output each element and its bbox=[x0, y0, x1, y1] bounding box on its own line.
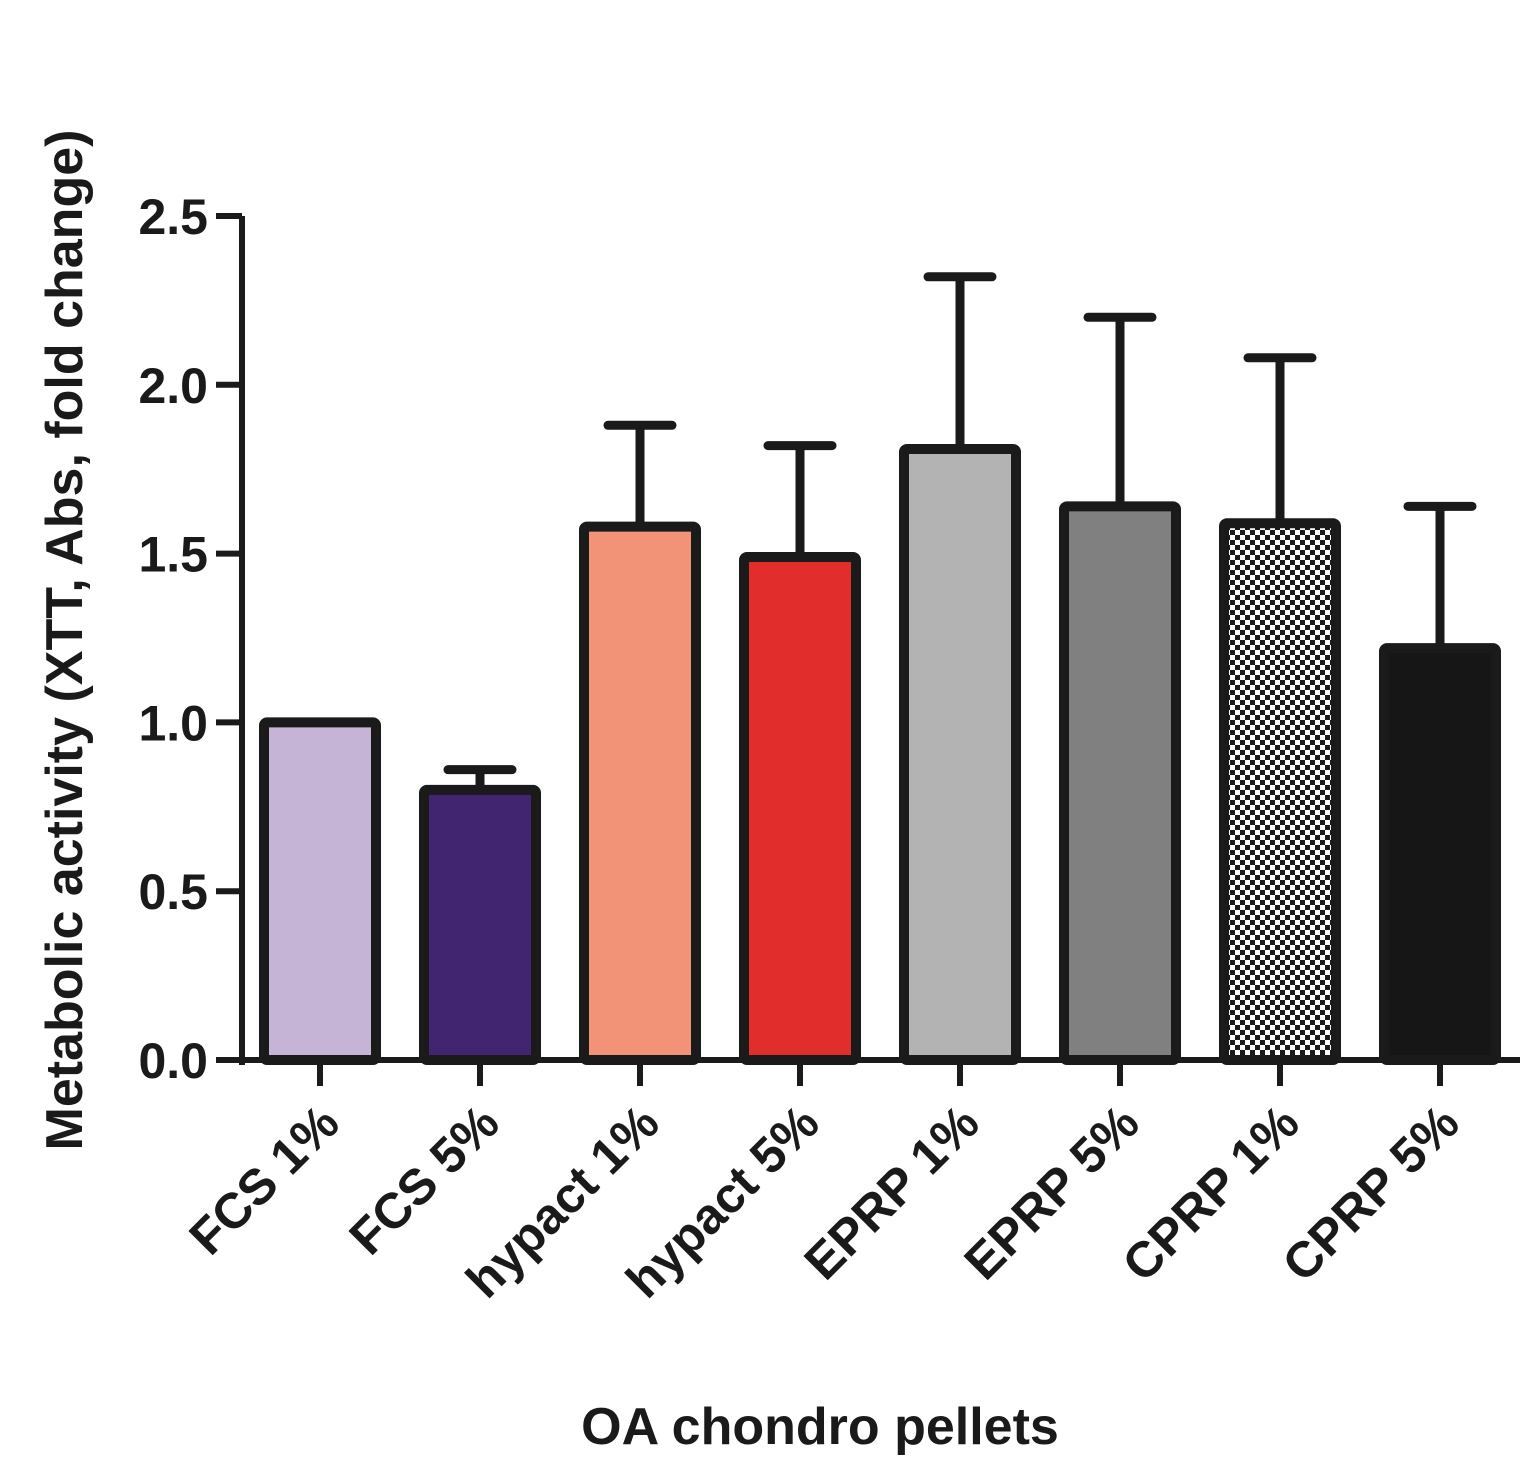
y-tick-label: 2.0 bbox=[138, 358, 208, 414]
y-tick-label: 0.0 bbox=[138, 1033, 208, 1089]
bar bbox=[899, 443, 1021, 1066]
x-tick-label: CPRP 5% bbox=[1272, 1094, 1470, 1292]
bar bbox=[259, 717, 381, 1066]
x-tick-label: EPRP 1% bbox=[794, 1094, 990, 1290]
bar bbox=[1059, 501, 1181, 1065]
y-tick-label: 2.5 bbox=[138, 189, 208, 245]
x-tick-label: FCS 1% bbox=[179, 1094, 350, 1265]
bar bbox=[1219, 518, 1341, 1065]
y-tick-label: 0.5 bbox=[138, 864, 208, 920]
x-axis-title: OA chondro pellets bbox=[581, 1398, 1059, 1456]
bar bbox=[739, 551, 861, 1065]
bar bbox=[1379, 643, 1501, 1065]
x-tick-label: CPRP 1% bbox=[1112, 1094, 1310, 1292]
y-tick-label: 1.5 bbox=[138, 527, 208, 583]
bar bbox=[419, 784, 541, 1065]
y-axis-title: Metabolic activity (XTT, Abs, fold chang… bbox=[36, 130, 94, 1151]
y-tick-label: 1.0 bbox=[138, 695, 208, 751]
bar bbox=[579, 521, 701, 1065]
